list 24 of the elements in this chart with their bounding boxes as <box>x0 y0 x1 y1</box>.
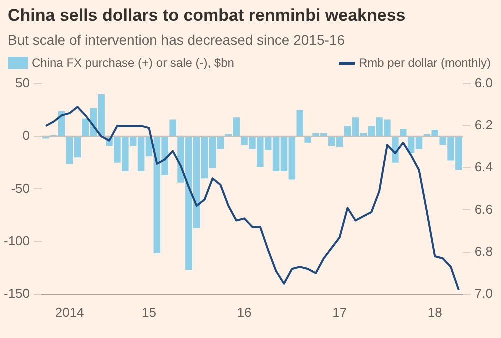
y2-tick-label: 7.0 <box>474 286 494 301</box>
bar <box>304 137 312 143</box>
bar <box>170 120 176 136</box>
y-tick-label: -150 <box>4 286 30 301</box>
chart-subtitle: But scale of intervention has decreased since 2015-16 <box>7 31 346 50</box>
x-tick-label: 16 <box>237 304 252 320</box>
y-tick-label: 50 <box>16 76 30 91</box>
legend-label: Rmb per dollar (monthly) <box>358 56 491 70</box>
x-tick-label: 2014 <box>55 304 84 320</box>
y-tick-label: -100 <box>4 233 30 248</box>
y2-tick-label: 6.0 <box>474 76 494 91</box>
y-tick-label: 0 <box>22 128 30 144</box>
x-tick-label: 15 <box>142 304 156 320</box>
legend-label: China FX purchase (+) or sale (-), $bn <box>32 56 234 70</box>
y2-tick-label: 6.6 <box>474 202 494 217</box>
y2-tick-label: 6.4 <box>474 160 494 175</box>
x-tick-label: 17 <box>332 304 348 320</box>
bar <box>296 110 304 136</box>
chart-title: China sells dollars to combat renminbi weakness <box>7 5 407 26</box>
y-tick-label: -50 <box>11 180 30 196</box>
y2-tick-label: 6.8 <box>474 244 494 259</box>
x-tick-label: 18 <box>428 304 442 320</box>
y2-tick-label: 6.2 <box>474 118 494 133</box>
bar <box>400 129 407 136</box>
